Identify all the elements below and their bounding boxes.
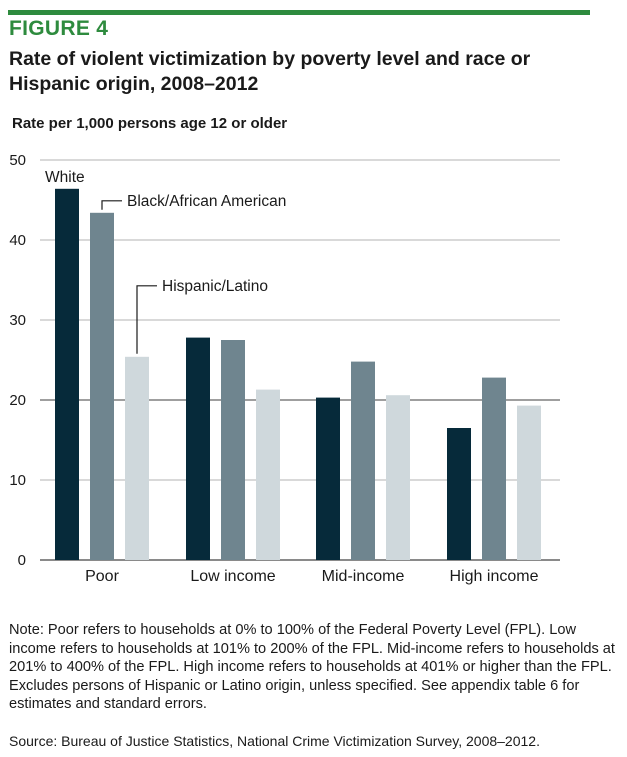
top-accent-rule [8,10,590,15]
series-label: Hispanic/Latino [162,278,268,295]
y-tick-label: 50 [9,152,26,169]
y-tick-label: 0 [18,552,26,569]
y-tick-label: 10 [9,472,26,489]
bar [386,395,410,560]
callout-leader [136,285,157,354]
bar [125,356,149,560]
bar [221,340,245,560]
x-tick-label: Low income [190,568,275,585]
x-tick-label: Mid-income [322,568,405,585]
y-axis-ticks: 0 10 20 30 40 50 [9,152,26,569]
x-axis-ticks: Poor Low income Mid-income High income [85,568,538,585]
chart-title: Rate of violent victimization by poverty… [9,48,531,95]
bar [256,389,280,560]
bar [517,405,541,560]
callout-leader [101,200,122,210]
bar [316,397,340,560]
x-tick-label: High income [450,568,539,585]
y-tick-label: 20 [9,392,26,409]
y-tick-label: 40 [9,232,26,249]
series-label: White [45,169,85,186]
bar [351,361,375,560]
y-axis-title: Rate per 1,000 persons age 12 or older [12,115,288,132]
bar [482,377,506,560]
y-tick-label: 30 [9,312,26,329]
figure-label: FIGURE 4 [9,17,109,40]
bar [447,428,471,560]
x-tick-label: Poor [85,568,119,585]
chart-note: Note: Poor refers to households at 0% to… [9,622,615,713]
bar-chart: 0 10 20 30 40 50 Poor Low income Mid-income High… [9,152,560,585]
bar [55,188,79,561]
chart-source: Source: Bureau of Justice Statistics, Na… [9,733,540,749]
bar [90,212,114,561]
bars [55,188,541,561]
series-callouts: White Black/African American Hispanic/Lati… [45,169,286,354]
series-label: Black/African American [127,193,286,210]
bar [186,337,210,560]
